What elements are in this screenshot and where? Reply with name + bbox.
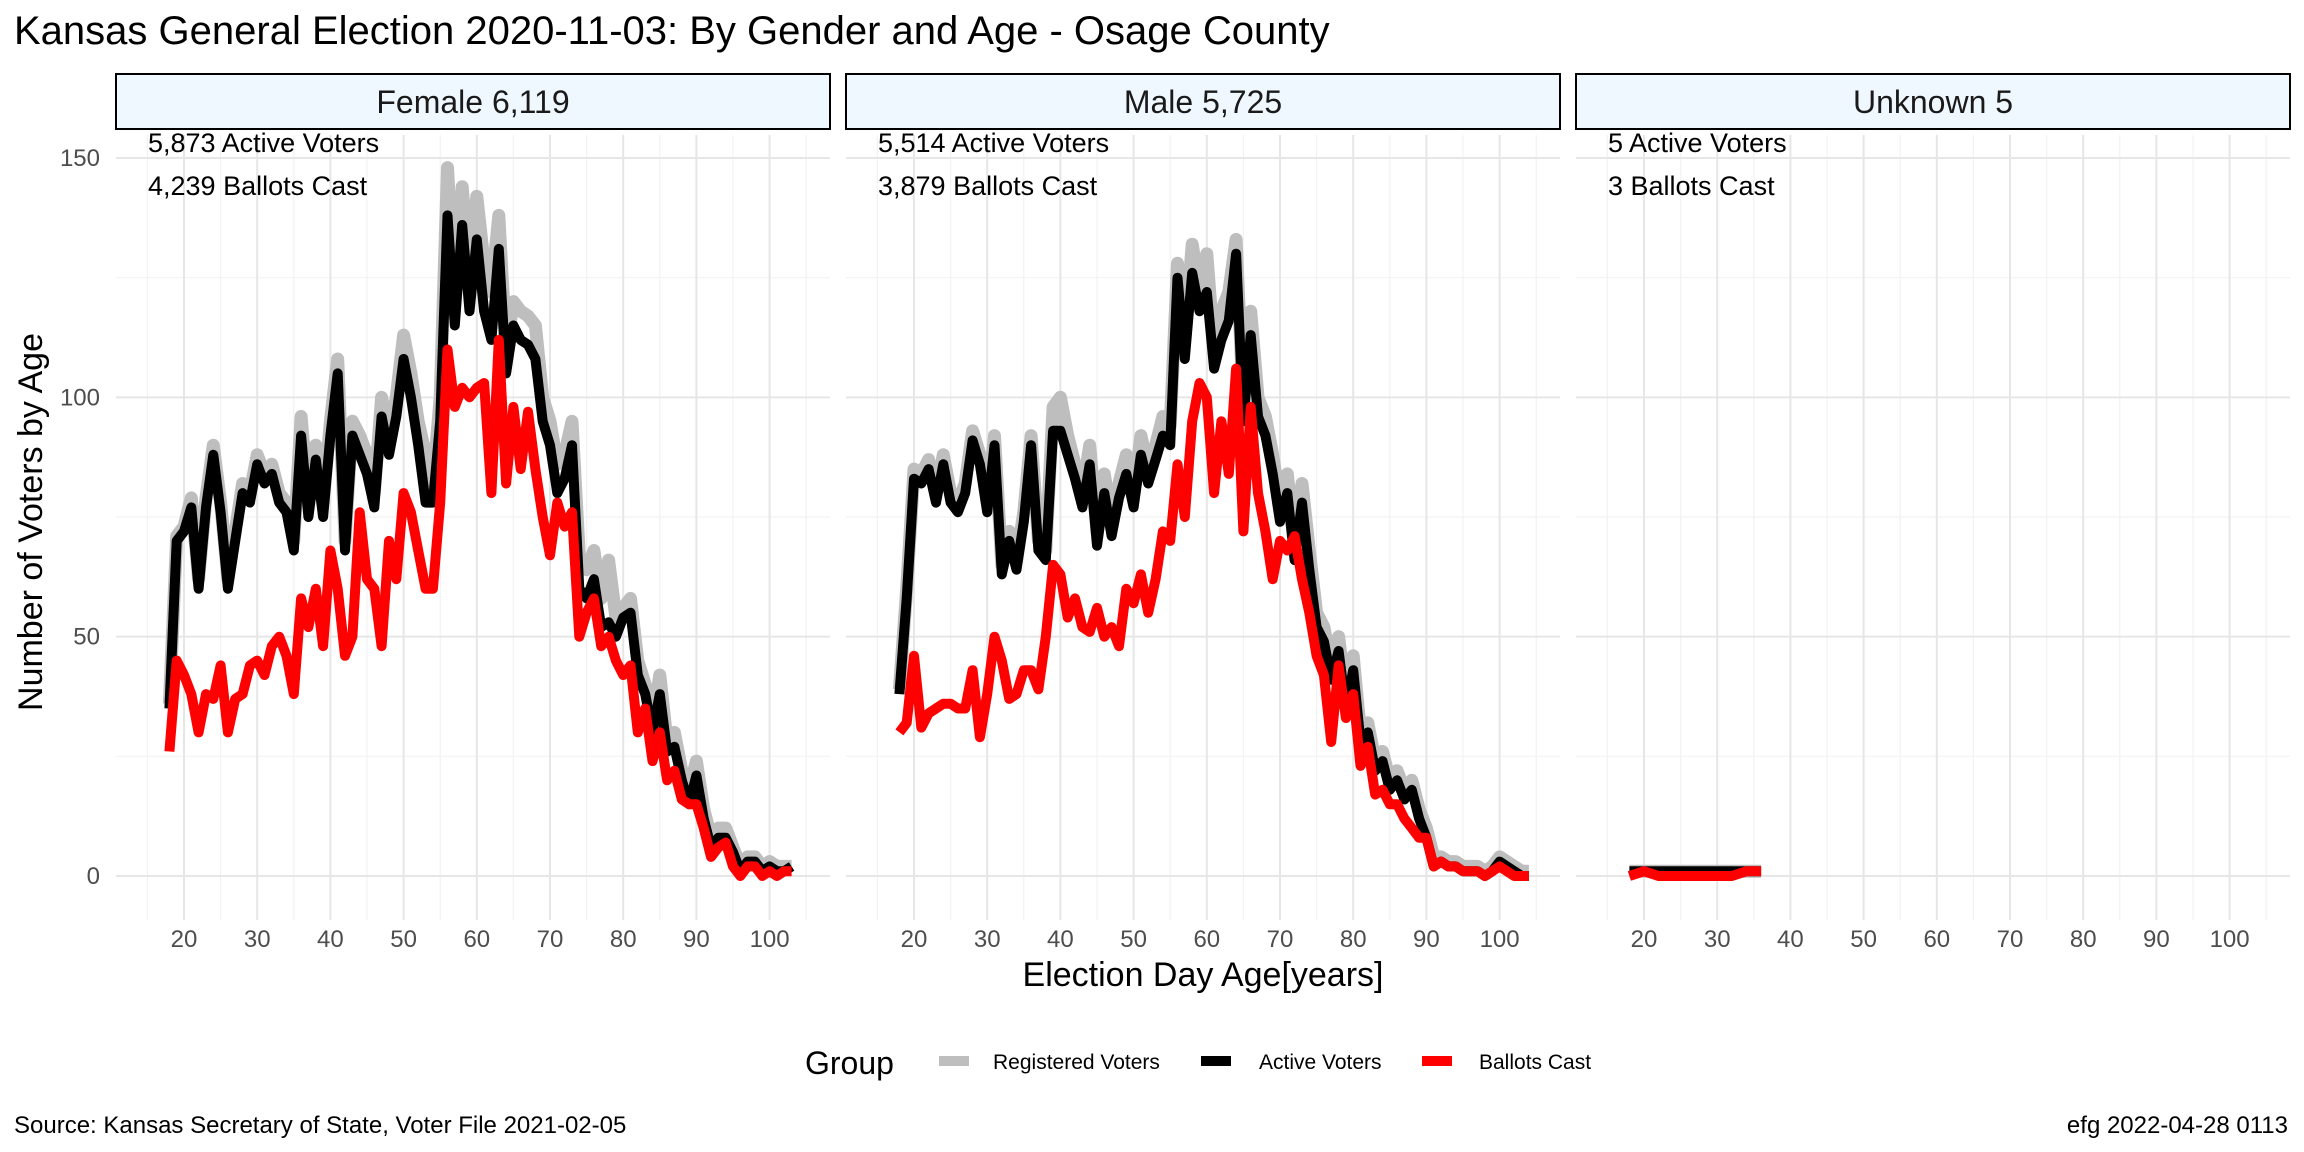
x-tick-label: 40 bbox=[317, 926, 344, 953]
x-tick-label: 90 bbox=[2143, 926, 2170, 953]
panel-1: Female 6,119 20 30 40 50 60 70 80 90 100 0 50 100 150… bbox=[60, 73, 831, 953]
x-tick-label: 20 bbox=[171, 926, 198, 953]
annotation-active-voters: 5,514 Active Voters bbox=[878, 128, 1109, 158]
x-tick-label: 50 bbox=[1120, 926, 1147, 953]
panel-3: Unknown 5 20 30 40 50 60 70 80 90 100 5 Active Vot… bbox=[1575, 73, 2291, 953]
legend-label-registered: Registered Voters bbox=[993, 1051, 1160, 1074]
legend-label-active: Active Voters bbox=[1259, 1051, 1382, 1074]
y-tick-label: 100 bbox=[60, 384, 100, 411]
x-tick-label: 80 bbox=[2070, 926, 2097, 953]
timestamp-caption: efg 2022-04-28 0113 bbox=[2067, 1112, 2288, 1139]
x-tick-label: 30 bbox=[1704, 926, 1731, 953]
series-line-ballots-cast bbox=[164, 334, 792, 881]
x-tick-label: 60 bbox=[1193, 926, 1220, 953]
x-tick-label: 50 bbox=[1850, 926, 1877, 953]
x-tick-label: 40 bbox=[1047, 926, 1074, 953]
x-tick-label: 100 bbox=[750, 926, 790, 953]
x-tick-label: 90 bbox=[1413, 926, 1440, 953]
x-tick-label: 70 bbox=[1267, 926, 1294, 953]
annotation-ballots-cast: 3 Ballots Cast bbox=[1608, 171, 1775, 201]
x-tick-label: 100 bbox=[2210, 926, 2250, 953]
series-line-active-voters bbox=[894, 248, 1529, 881]
x-tick-label: 90 bbox=[683, 926, 710, 953]
panel-2: Male 5,725 20 30 40 50 60 70 80 90 100 5,514 Activ… bbox=[845, 73, 1561, 953]
facet-strip-label: Female 6,119 bbox=[376, 84, 569, 120]
annotation-ballots-cast: 3,879 Ballots Cast bbox=[878, 171, 1098, 201]
facet-strip bbox=[1575, 73, 2291, 130]
x-tick-label: 20 bbox=[1631, 926, 1658, 953]
y-tick-label: 0 bbox=[87, 863, 100, 890]
y-tick-label: 50 bbox=[73, 624, 100, 651]
series-line-ballots-cast bbox=[895, 363, 1529, 881]
source-caption: Source: Kansas Secretary of State, Voter… bbox=[14, 1112, 626, 1139]
y-tick-label: 150 bbox=[60, 145, 100, 172]
annotation-active-voters: 5,873 Active Voters bbox=[148, 128, 379, 158]
x-tick-label: 100 bbox=[1480, 926, 1520, 953]
facet-strip bbox=[845, 73, 1561, 130]
x-tick-label: 30 bbox=[974, 926, 1001, 953]
legend: Group Registered Voters Active Voters Ba… bbox=[805, 1045, 1591, 1081]
x-tick-label: 50 bbox=[390, 926, 417, 953]
facet-panels: Female 6,119 20 30 40 50 60 70 80 90 100 0 50 100 150… bbox=[60, 73, 2291, 953]
series-line-ballots-cast bbox=[1627, 866, 1762, 881]
facet-strip bbox=[115, 73, 831, 130]
x-tick-label: 20 bbox=[901, 926, 928, 953]
chart-title: Kansas General Election 2020-11-03: By G… bbox=[14, 9, 1330, 53]
legend-label-ballots: Ballots Cast bbox=[1479, 1051, 1591, 1074]
x-axis-label: Election Day Age[years] bbox=[1023, 956, 1384, 994]
x-tick-label: 70 bbox=[1997, 926, 2024, 953]
legend-title: Group bbox=[805, 1045, 894, 1081]
x-tick-label: 70 bbox=[537, 926, 564, 953]
annotation-ballots-cast: 4,239 Ballots Cast bbox=[148, 171, 368, 201]
x-tick-label: 80 bbox=[1340, 926, 1367, 953]
x-tick-label: 40 bbox=[1777, 926, 1804, 953]
facet-strip-label: Unknown 5 bbox=[1853, 84, 2013, 120]
x-tick-label: 60 bbox=[463, 926, 490, 953]
facet-strip-label: Male 5,725 bbox=[1124, 84, 1282, 120]
x-tick-label: 60 bbox=[1923, 926, 1950, 953]
annotation-active-voters: 5 Active Voters bbox=[1608, 128, 1787, 158]
x-tick-label: 80 bbox=[610, 926, 637, 953]
x-tick-label: 30 bbox=[244, 926, 271, 953]
y-axis-label: Number of Voters by Age bbox=[12, 333, 50, 711]
